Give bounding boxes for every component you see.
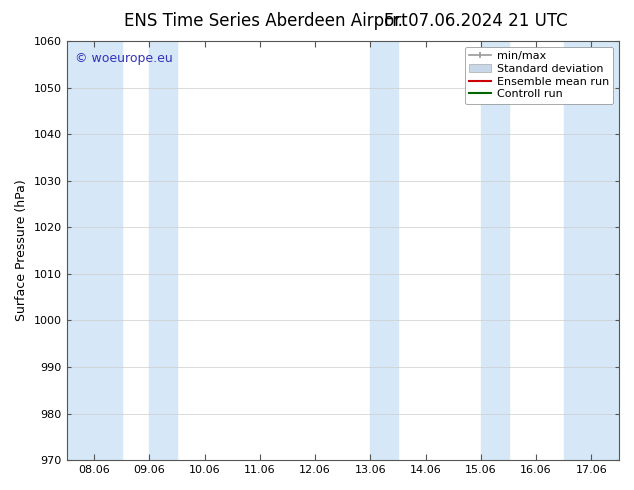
Text: © woeurope.eu: © woeurope.eu <box>75 51 172 65</box>
Bar <box>67 41 122 460</box>
Bar <box>150 41 177 460</box>
Bar <box>481 41 508 460</box>
Text: ENS Time Series Aberdeen Airport: ENS Time Series Aberdeen Airport <box>124 12 408 30</box>
Bar <box>564 41 619 460</box>
Y-axis label: Surface Pressure (hPa): Surface Pressure (hPa) <box>15 180 28 321</box>
Text: Fr. 07.06.2024 21 UTC: Fr. 07.06.2024 21 UTC <box>384 12 567 30</box>
Legend: min/max, Standard deviation, Ensemble mean run, Controll run: min/max, Standard deviation, Ensemble me… <box>465 47 614 104</box>
Bar <box>370 41 398 460</box>
